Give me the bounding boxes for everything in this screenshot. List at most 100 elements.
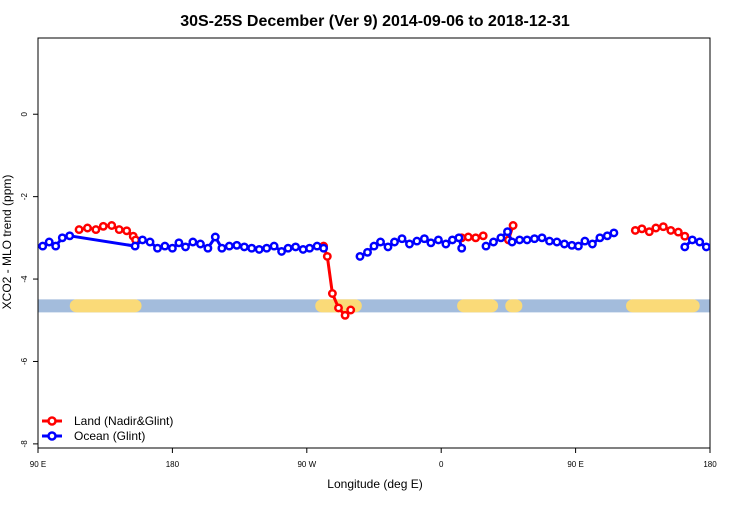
land-data-point xyxy=(122,226,132,236)
ocean-data-point xyxy=(305,243,315,253)
ocean-data-point xyxy=(160,241,170,251)
series-layer xyxy=(38,221,723,320)
ocean-data-point xyxy=(65,231,75,241)
ocean-data-point xyxy=(559,239,569,249)
y-tick-label: 0 xyxy=(20,111,29,116)
ocean-data-point xyxy=(412,236,422,246)
ocean-data-point xyxy=(489,237,498,247)
ocean-data-point xyxy=(210,232,220,242)
ocean-data-point xyxy=(232,240,242,250)
ocean-data-point xyxy=(587,239,597,249)
ocean-data-point xyxy=(217,243,227,253)
ocean-data-point xyxy=(609,228,619,238)
ocean-data-point xyxy=(441,239,451,249)
ocean-data-point xyxy=(680,242,690,252)
ocean-data-point xyxy=(376,237,385,247)
ocean-data-point xyxy=(602,231,612,241)
chart-title: 30S-25S December (Ver 9) 2014-09-06 to 2… xyxy=(180,13,570,30)
ocean-data-point xyxy=(419,234,429,244)
land-data-point xyxy=(98,221,108,231)
ocean-data-point xyxy=(687,235,697,245)
ocean-data-point xyxy=(130,241,140,251)
land-data-point xyxy=(658,222,668,232)
x-tick-label: 180 xyxy=(166,460,180,469)
y-tick-label: -8 xyxy=(20,440,29,448)
land-data-point xyxy=(322,251,332,261)
ocean-data-point xyxy=(174,238,184,248)
ocean-data-point xyxy=(283,243,293,253)
ocean-data-point xyxy=(454,233,464,243)
y-tick-label: -6 xyxy=(20,357,29,365)
legend: Land (Nadir&Glint) Ocean (Glint) xyxy=(42,414,173,443)
land-data-point xyxy=(334,303,343,313)
ocean-data-point xyxy=(195,239,205,249)
ocean-data-point xyxy=(383,242,393,252)
land-data-point xyxy=(471,233,481,243)
ocean-data-point xyxy=(262,243,272,253)
land-data-point xyxy=(680,231,690,241)
ocean-data-point xyxy=(537,233,547,243)
ocean-data-point xyxy=(701,242,710,252)
land-data-point xyxy=(114,225,124,235)
ocean-data-point xyxy=(457,243,467,253)
ocean-data-point xyxy=(522,235,532,245)
ocean-data-point xyxy=(291,242,301,252)
ocean-data-point xyxy=(355,251,365,261)
ocean-data-point xyxy=(503,227,512,237)
ocean-data-point xyxy=(254,244,264,254)
x-tick-label: 0 xyxy=(439,460,444,469)
ocean-data-point xyxy=(239,242,249,252)
land-data-point xyxy=(340,310,350,320)
ocean-data-point xyxy=(390,237,399,247)
x-tick-label: 90 W xyxy=(297,460,316,469)
ocean-data-point xyxy=(481,241,491,251)
legend-land-marker xyxy=(47,416,57,426)
ocean-data-point xyxy=(695,237,705,247)
land-data-point xyxy=(107,221,117,230)
land-data-point xyxy=(346,305,356,315)
ocean-data-point xyxy=(44,237,54,247)
ocean-data-point xyxy=(145,237,155,247)
y-axis-label: XCO2 - MLO trend (ppm) xyxy=(0,175,14,310)
ocean-data-point xyxy=(496,233,506,243)
x-axis-label: Longitude (deg E) xyxy=(327,477,422,491)
ocean-data-point xyxy=(57,233,67,243)
ocean-data-point xyxy=(552,237,562,247)
ocean-data-point xyxy=(426,238,436,248)
ocean-data-point xyxy=(433,235,443,245)
land-data-point xyxy=(463,232,473,242)
x-tick-label: 90 E xyxy=(30,460,46,469)
x-tick-label: 180 xyxy=(703,460,717,469)
ocean-data-point xyxy=(530,234,539,244)
x-tick-label: 90 E xyxy=(567,460,583,469)
ocean-data-point xyxy=(580,236,590,246)
land-data-point xyxy=(74,225,84,235)
land-data-point xyxy=(327,289,337,298)
legend-ocean-marker xyxy=(47,431,57,441)
ocean-data-point xyxy=(138,235,147,245)
ocean-data-point xyxy=(167,243,177,253)
land-data-point xyxy=(478,231,488,241)
ocean-data-point xyxy=(545,236,554,246)
ocean-data-point xyxy=(507,237,517,247)
land-data-point xyxy=(91,225,101,235)
y-tick-label: -4 xyxy=(20,275,29,283)
y-tick-label: -2 xyxy=(20,193,29,201)
land-data-point xyxy=(673,227,683,237)
ocean-data-point xyxy=(51,241,61,251)
ocean-data-point xyxy=(188,237,198,247)
ocean-data-point xyxy=(319,243,329,253)
ocean-data-point xyxy=(38,241,48,251)
land-data-point xyxy=(508,221,518,230)
ocean-data-point xyxy=(277,246,287,256)
ocean-data-point xyxy=(397,234,407,244)
ocean-data-point xyxy=(709,242,710,248)
land-data-point xyxy=(651,223,661,233)
ocean-data-point xyxy=(247,243,257,253)
ocean-data-point xyxy=(269,241,279,251)
ocean-data-point xyxy=(515,235,525,245)
ocean-data-point xyxy=(717,245,723,251)
ocean-data-point xyxy=(363,247,372,257)
ocean-data-point xyxy=(203,243,213,253)
